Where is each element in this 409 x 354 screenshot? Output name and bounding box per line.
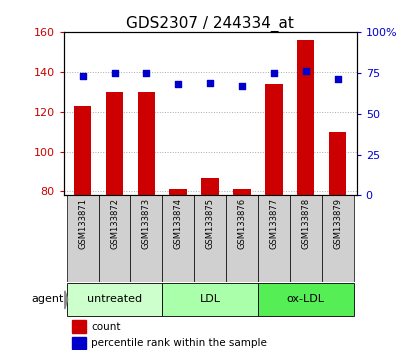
Text: GSM133873: GSM133873 xyxy=(142,198,151,249)
Bar xyxy=(257,284,353,316)
Title: GDS2307 / 244334_at: GDS2307 / 244334_at xyxy=(126,16,293,32)
Text: GSM133878: GSM133878 xyxy=(301,198,310,249)
Text: GSM133876: GSM133876 xyxy=(237,198,246,249)
Bar xyxy=(72,320,85,333)
Bar xyxy=(328,132,346,195)
Bar xyxy=(321,195,353,281)
Text: LDL: LDL xyxy=(199,294,220,304)
Bar xyxy=(67,284,162,316)
Bar xyxy=(194,195,225,281)
Text: untreated: untreated xyxy=(87,294,142,304)
Bar xyxy=(106,92,123,195)
Bar xyxy=(137,92,155,195)
Point xyxy=(206,80,213,85)
Bar xyxy=(72,337,85,349)
Bar xyxy=(296,40,314,195)
Bar xyxy=(169,189,187,195)
Bar xyxy=(162,284,257,316)
Bar xyxy=(98,195,130,281)
Point xyxy=(175,81,181,87)
Bar xyxy=(67,195,98,281)
Bar xyxy=(162,195,194,281)
Polygon shape xyxy=(65,291,67,309)
Point xyxy=(238,83,245,89)
Text: GSM133877: GSM133877 xyxy=(269,198,278,249)
Point xyxy=(270,70,276,76)
Text: GSM133879: GSM133879 xyxy=(332,198,341,249)
Text: agent: agent xyxy=(32,294,64,304)
Bar xyxy=(257,195,289,281)
Bar xyxy=(289,195,321,281)
Point xyxy=(143,70,149,76)
Bar xyxy=(233,189,250,195)
Text: GSM133872: GSM133872 xyxy=(110,198,119,249)
Bar xyxy=(201,177,218,195)
Bar xyxy=(130,195,162,281)
Point xyxy=(333,76,340,82)
Text: GSM133874: GSM133874 xyxy=(173,198,182,249)
Point xyxy=(79,73,86,79)
Bar xyxy=(265,84,282,195)
Text: GSM133871: GSM133871 xyxy=(78,198,87,249)
Point xyxy=(111,70,117,76)
Point xyxy=(302,68,308,74)
Bar xyxy=(74,106,91,195)
Text: percentile rank within the sample: percentile rank within the sample xyxy=(91,338,267,348)
Text: count: count xyxy=(91,321,121,332)
Bar xyxy=(225,195,257,281)
Text: ox-LDL: ox-LDL xyxy=(286,294,324,304)
Text: GSM133875: GSM133875 xyxy=(205,198,214,249)
